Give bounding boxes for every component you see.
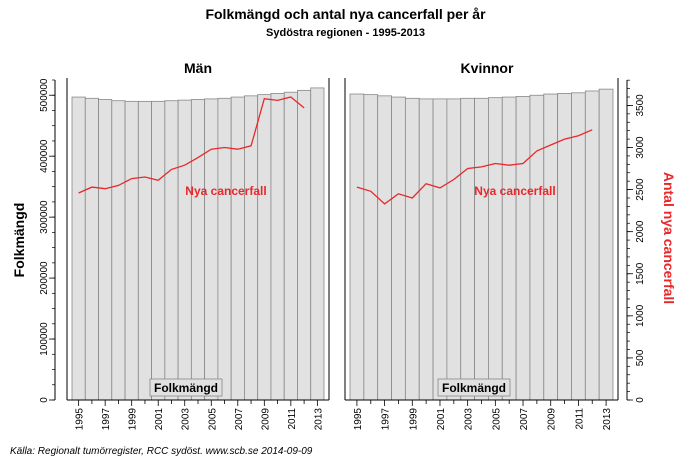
x-tick-label: 2007	[234, 408, 245, 431]
chart-subtitle: Sydöstra regionen - 1995-2013	[266, 27, 425, 39]
bar-2012	[584, 90, 600, 401]
bar-2011	[283, 91, 298, 401]
bar-2011	[571, 92, 586, 401]
left-axis-title: Folkmängd	[11, 203, 27, 278]
bar-1997	[377, 95, 392, 401]
x-tick-label: 2003	[181, 408, 192, 431]
left-tick-label: 500000	[39, 78, 50, 112]
bar-2013	[310, 87, 325, 401]
bar-2004	[474, 97, 489, 401]
bar-2009	[257, 94, 272, 401]
bar-2000	[137, 100, 152, 401]
x-tick-label: 2003	[464, 408, 475, 431]
bar-1995	[349, 93, 365, 401]
right-tick-label: 3500	[635, 94, 646, 117]
right-tick-label: 2500	[635, 178, 646, 201]
bar-1996	[84, 97, 99, 401]
x-tick-label: 2009	[547, 408, 558, 431]
panel-title: Män	[184, 60, 212, 76]
right-tick-label: 2000	[635, 220, 646, 243]
bar-2008	[244, 95, 259, 401]
left-tick-label: 300000	[39, 200, 50, 234]
bar-2006	[501, 96, 517, 401]
x-tick-label: 1995	[75, 408, 86, 431]
right-tick-label: 500	[635, 349, 646, 366]
bar-1996	[363, 94, 379, 401]
bar-series-label: Folkmängd	[154, 381, 218, 395]
left-tick-label: 100000	[39, 322, 50, 356]
bar-2008	[529, 94, 545, 401]
chart-title: Folkmängd och antal nya cancerfall per å…	[205, 6, 486, 22]
bar-series-label: Folkmängd	[442, 381, 506, 395]
line-series-label: Nya cancerfall	[185, 184, 266, 198]
bar-2004	[190, 99, 206, 401]
x-tick-label: 1999	[128, 408, 139, 431]
panel-man: Män 1995 1997 1999 2001 2003 2005 2007 2009 2011 2…	[11, 60, 330, 431]
right-tick-label: 1000	[635, 304, 646, 327]
right-tick-label: 0	[635, 397, 646, 403]
bar-2001	[432, 98, 448, 401]
line-series-cancerfall	[78, 96, 305, 194]
bar-1999	[124, 100, 139, 401]
right-tick-label: 3000	[635, 136, 646, 159]
bar-2003	[177, 99, 192, 401]
bar-2002	[164, 100, 179, 401]
bar-2006	[217, 97, 232, 401]
x-tick-label: 2011	[574, 408, 585, 430]
x-tick-label: 2013	[602, 408, 613, 431]
bar-2009	[543, 93, 559, 401]
bar-1997	[98, 99, 113, 401]
bar-2002	[446, 98, 462, 401]
bar-series-label-box	[437, 378, 511, 397]
bar-2007	[515, 96, 531, 401]
left-tick-label: 400000	[39, 139, 50, 173]
x-tick-label: 2001	[436, 408, 447, 431]
bar-2010	[270, 93, 285, 401]
x-tick-label: 2009	[260, 408, 271, 431]
bar-1998	[391, 96, 406, 401]
panel-kvinnor: Kvinnor 1995 1997 1999 2001 2003 2005 2007 2009 2…	[344, 60, 677, 431]
x-tick-label: 2001	[154, 408, 165, 431]
bar-1999	[404, 97, 420, 401]
bar-2003	[460, 97, 475, 401]
left-tick-label: 200000	[39, 261, 50, 295]
x-tick-label: 2007	[519, 408, 530, 431]
bar-2013	[598, 88, 614, 401]
x-tick-label: 1997	[381, 408, 392, 431]
line-series-cancerfall	[356, 129, 593, 205]
right-axis-title: Antal nya cancerfall	[661, 172, 677, 304]
bar-2007	[230, 96, 245, 401]
line-series-label: Nya cancerfall	[474, 184, 555, 198]
left-tick-label: 0	[39, 397, 50, 403]
bar-2005	[488, 97, 503, 401]
bar-series-label-box	[149, 378, 223, 397]
source-note: Källa: Regionalt tumörregister, RCC sydö…	[10, 446, 313, 457]
bar-2012	[297, 89, 312, 401]
x-tick-label: 2013	[313, 408, 324, 431]
x-tick-label: 2011	[287, 408, 298, 430]
x-tick-label: 1995	[353, 408, 364, 431]
panel-title: Kvinnor	[461, 60, 514, 76]
bar-2005	[204, 98, 219, 401]
right-tick-label: 1500	[635, 262, 646, 285]
bar-2001	[151, 100, 166, 401]
x-tick-label: 2005	[207, 408, 218, 431]
x-tick-label: 1999	[408, 408, 419, 431]
x-tick-label: 2005	[491, 408, 502, 431]
bar-1995	[71, 96, 86, 401]
x-tick-label: 1997	[101, 408, 112, 431]
bar-2000	[418, 98, 434, 401]
bar-1998	[111, 100, 126, 401]
